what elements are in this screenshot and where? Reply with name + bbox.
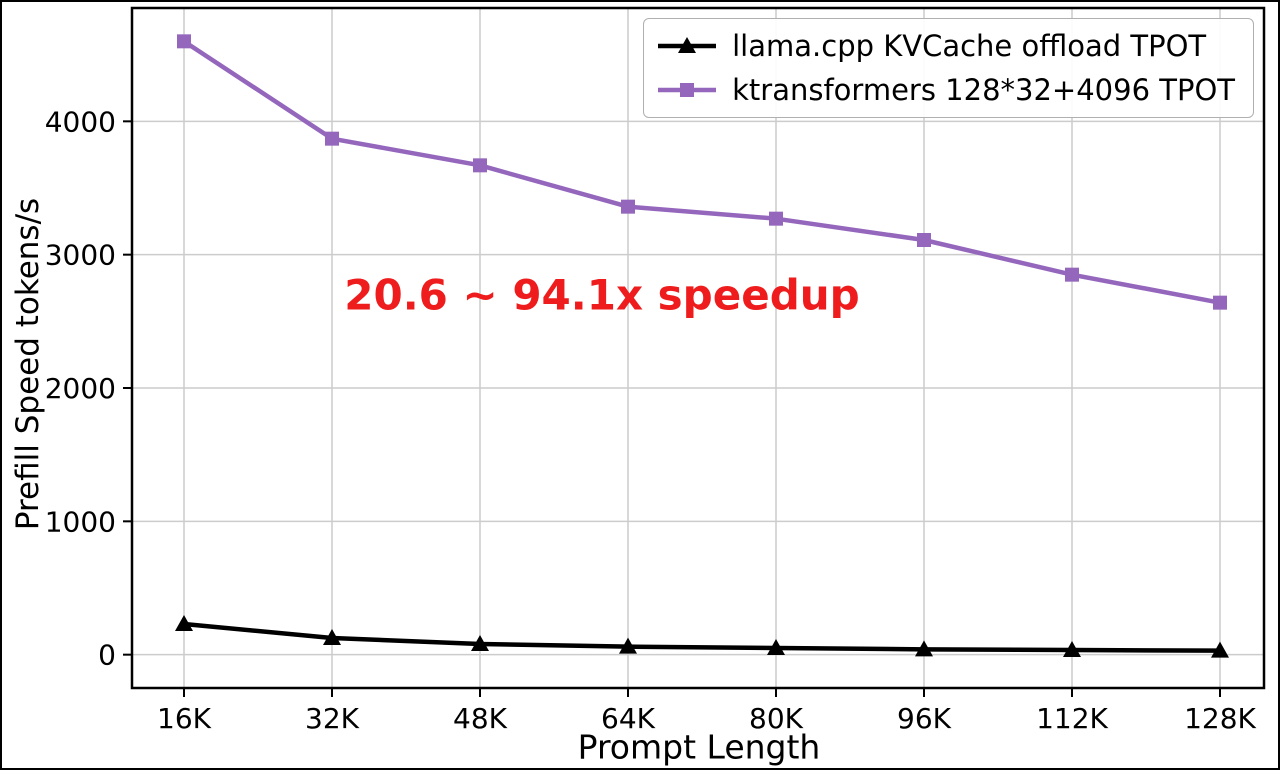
data-point-marker-series-0 xyxy=(915,640,933,657)
legend-sample-marker xyxy=(678,37,697,53)
x-tick-label: 48K xyxy=(453,702,508,735)
speedup-annotation: 20.6 ~ 94.1x speedup xyxy=(344,270,860,320)
data-point-marker-series-1 xyxy=(917,233,931,247)
plot-frame xyxy=(130,6,1266,690)
data-point-marker-series-1 xyxy=(473,158,487,173)
data-point-marker-series-0 xyxy=(323,629,341,645)
legend-item-ktransformers: ktransformers 128*32+4096 TPOT xyxy=(656,73,1235,107)
y-tick-label: 3000 xyxy=(45,239,116,272)
series-line-0 xyxy=(183,621,1221,653)
data-point-marker-series-0 xyxy=(767,639,785,655)
data-point-marker-series-0 xyxy=(471,635,489,651)
legend-label-ktransformers: ktransformers 128*32+4096 TPOT xyxy=(732,73,1235,107)
data-point-marker-series-1 xyxy=(1065,267,1079,282)
data-point-marker-series-1 xyxy=(177,34,191,49)
x-tick-label: 64K xyxy=(601,702,656,735)
data-point-marker-series-1 xyxy=(769,211,783,226)
x-tick-label: 80K xyxy=(749,702,804,735)
series-line-1 xyxy=(182,39,1221,305)
legend-item-llamacpp: llama.cpp KVCache offload TPOT xyxy=(656,29,1235,63)
data-point-marker-series-0 xyxy=(175,615,193,631)
x-tick-label: 112K xyxy=(1036,702,1108,735)
y-tick-label: 0 xyxy=(98,639,116,672)
data-point-marker-series-0 xyxy=(1211,641,1229,658)
ktransformers-line-sample xyxy=(658,83,717,97)
x-axis-label: Prompt Length xyxy=(577,727,821,767)
data-point-marker-series-0 xyxy=(1063,641,1081,657)
data-point-marker-series-1 xyxy=(325,131,339,146)
x-tick-label: 96K xyxy=(897,702,952,735)
x-tick-label: 16K xyxy=(157,702,212,735)
x-tick-label: 128K xyxy=(1184,702,1256,735)
legend-sample-marker xyxy=(680,83,695,97)
legend-label-llamacpp: llama.cpp KVCache offload TPOT xyxy=(732,29,1207,63)
y-tick-label: 2000 xyxy=(45,372,116,405)
data-point-marker-series-1 xyxy=(1213,295,1227,310)
y-tick-label: 1000 xyxy=(45,505,116,538)
data-point-marker-series-0 xyxy=(619,637,637,654)
legend: llama.cpp KVCache offload TPOT ktransfor… xyxy=(643,18,1254,118)
y-tick-label: 4000 xyxy=(45,105,116,138)
x-tick-label: 32K xyxy=(305,702,360,735)
y-axis-label: Prefill Speed tokens/s xyxy=(10,197,46,531)
llamacpp-line-sample xyxy=(658,37,717,53)
data-point-marker-series-1 xyxy=(621,199,635,214)
